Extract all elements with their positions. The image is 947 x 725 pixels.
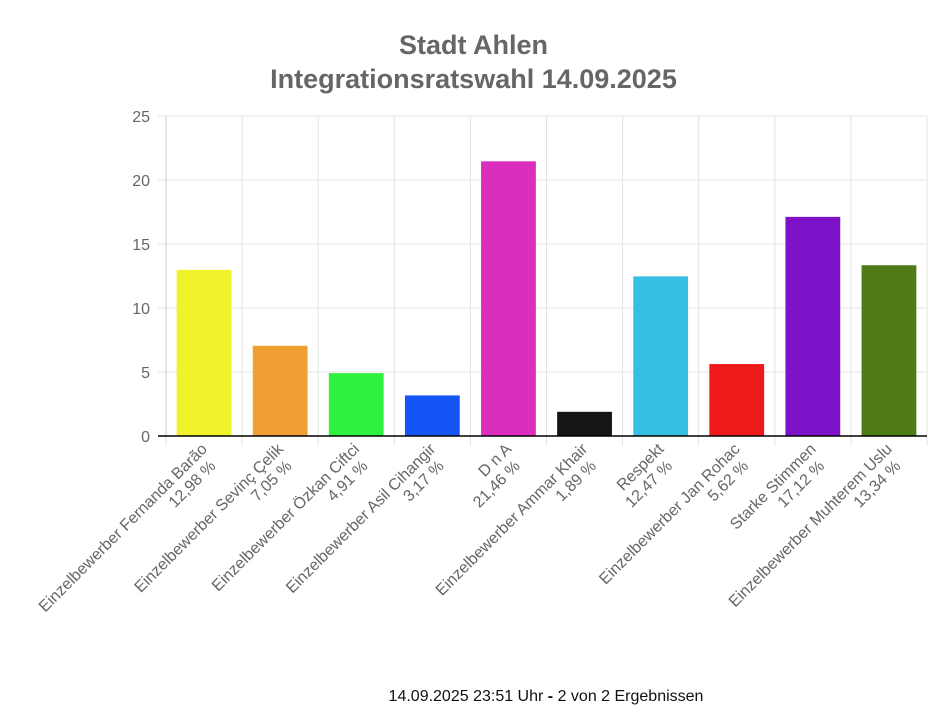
bar[interactable] bbox=[404, 395, 460, 436]
footer-result-count: 2 von 2 Ergebnissen bbox=[557, 688, 704, 705]
chart-grid bbox=[158, 115, 928, 446]
bar[interactable] bbox=[481, 161, 536, 436]
y-tick-label: 20 bbox=[132, 173, 150, 190]
chart-title-line-2: Integrationsratswahl 14.09.2025 bbox=[270, 64, 677, 94]
bar[interactable] bbox=[633, 276, 689, 436]
y-tick-label: 10 bbox=[132, 301, 150, 318]
chart-bars bbox=[158, 161, 927, 437]
x-category-label: D n A21,46 % bbox=[470, 441, 524, 512]
category-name: Einzelbewerber Jan Rohac bbox=[596, 441, 743, 588]
bar[interactable] bbox=[709, 364, 765, 436]
y-tick-label: 5 bbox=[141, 365, 150, 382]
y-tick-label: 0 bbox=[141, 429, 150, 446]
bar[interactable] bbox=[252, 345, 308, 436]
footer-separator: - bbox=[547, 688, 554, 705]
bar[interactable] bbox=[176, 269, 232, 436]
bar[interactable] bbox=[557, 411, 612, 436]
footer-status: 14.09.2025 23:51 Uhr - 2 von 2 Ergebniss… bbox=[0, 688, 947, 706]
chart-title-line-1: Stadt Ahlen bbox=[398, 30, 548, 60]
y-tick-label: 15 bbox=[132, 237, 150, 254]
chart-title: Stadt Ahlen Integrationsratswahl 14.09.2… bbox=[0, 28, 947, 96]
bar[interactable] bbox=[328, 373, 384, 436]
y-tick-label: 25 bbox=[132, 109, 150, 126]
bar[interactable] bbox=[785, 216, 841, 436]
bar[interactable] bbox=[861, 265, 917, 436]
category-name: Einzelbewerber Fernanda Barão bbox=[36, 441, 211, 616]
footer-timestamp: 14.09.2025 23:51 Uhr bbox=[388, 688, 544, 705]
y-axis-ticks: 0 5 10 15 20 25 bbox=[132, 109, 150, 446]
